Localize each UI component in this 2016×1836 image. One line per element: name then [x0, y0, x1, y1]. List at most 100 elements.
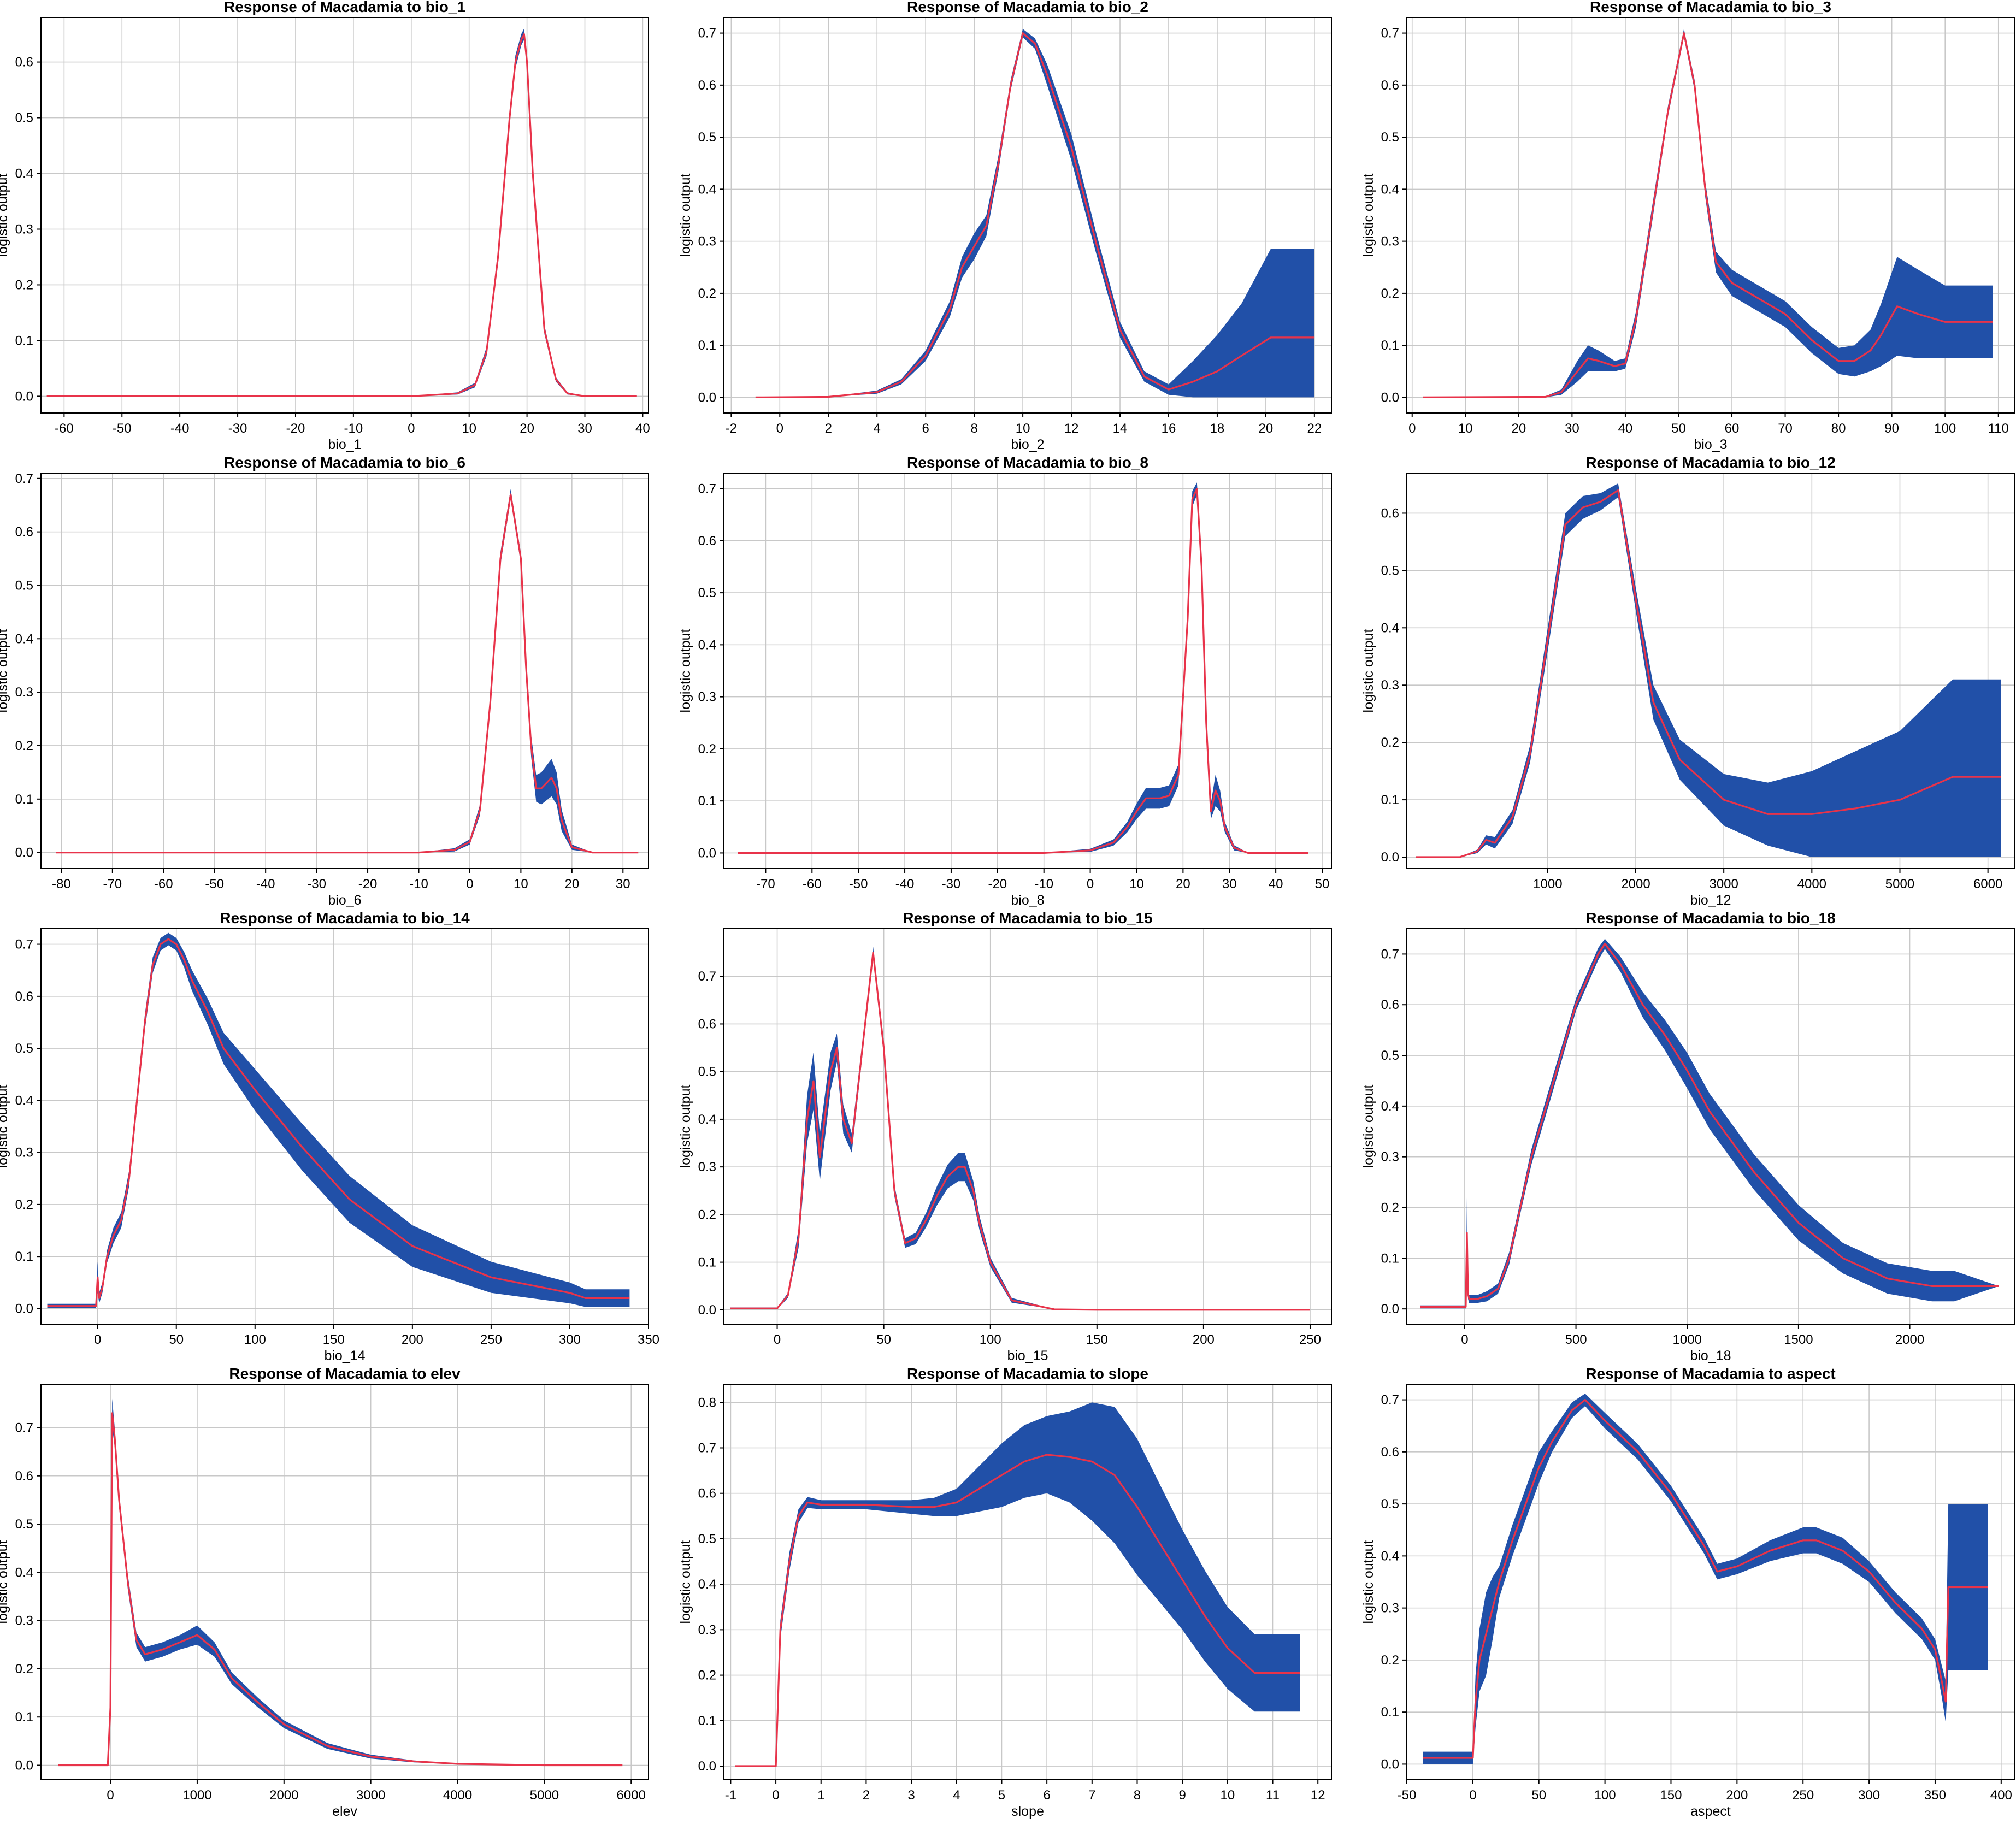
y-axis-label: logistic output: [678, 174, 693, 257]
x-tick-label: 8: [1134, 1788, 1141, 1803]
x-axis-label: bio_18: [1690, 1348, 1731, 1363]
y-tick-label: 0.7: [1381, 1393, 1399, 1408]
x-tick-label: 30: [1565, 421, 1579, 436]
x-tick-label: 12: [1311, 1788, 1325, 1803]
y-tick-label: 0.3: [15, 1614, 33, 1628]
chart-svg: 0 1000 2000 3000 4000 5000 6000 0.0 0.1 0.2 0.3 0.4…: [0, 1365, 649, 1819]
y-tick-label: 0.2: [15, 278, 33, 292]
x-tick-label: -30: [228, 421, 247, 436]
response-chart-bio-2: -2 0 2 4 6 8 10 12 14 16 18 20 22 0.0 0.1 0.2 0.3 0.4 0.5 0…: [678, 0, 1345, 469]
x-tick-label: 50: [1531, 1788, 1546, 1803]
x-tick-label: -10: [409, 877, 428, 892]
x-tick-label: 0: [408, 421, 415, 436]
y-tick-label: 0.7: [698, 482, 716, 497]
x-tick-label: -2: [726, 421, 737, 436]
chart-svg: -2 0 2 4 6 8 10 12 14 16 18 20 22 0.0 0.1 0.2 0.3 0.4 0.5 0…: [678, 0, 1332, 452]
response-chart-bio-6: -80 -70 -60 -50 -40 -30 -20 -10 0 10 20 30 0.0 0.1 0.2…: [0, 454, 662, 925]
x-tick-label: 150: [1660, 1788, 1682, 1803]
y-tick-label: 0.0: [698, 1303, 716, 1318]
y-tick-label: 0.4: [15, 1565, 33, 1580]
mean-response-line: [730, 951, 1310, 1311]
x-tick-label: 250: [480, 1332, 502, 1347]
y-tick-label: 0.6: [15, 1469, 33, 1484]
x-tick-label: 150: [323, 1332, 345, 1347]
y-tick-label: 0.5: [15, 1517, 33, 1532]
response-chart-bio-3: 0 10 20 30 40 50 60 70 80 90 100 110 0.0 0.1 0.2 0.3 0.4…: [1361, 0, 2016, 469]
y-tick-label: 0.2: [698, 1207, 716, 1222]
response-chart-bio-12: 1000 2000 3000 4000 5000 6000 0.0 0.1 0.2 0.3 0.4 0…: [1361, 454, 2016, 925]
mean-response-line: [735, 1454, 1300, 1767]
x-tick-label: 0: [772, 1788, 779, 1803]
response-chart-bio-1: -60 -50 -40 -30 -20 -10 0 10 20 30 40 0.0 0.1 0.2 0.3 0…: [0, 0, 662, 469]
response-chart-bio-15: 0 50 100 150 200 250 0.0 0.1 0.2 0.3 0.4 0.5 0.6 0.7 R…: [678, 910, 1345, 1380]
x-tick-label: 10: [1129, 877, 1144, 892]
y-axis-label: logistic output: [0, 1085, 10, 1168]
y-tick-label: 0.5: [1381, 1497, 1399, 1512]
x-tick-label: 10: [1220, 1788, 1235, 1803]
x-tick-label: -30: [942, 877, 961, 892]
y-axis-label: logistic output: [678, 629, 693, 713]
y-tick-label: 0.6: [1381, 506, 1399, 521]
y-tick-label: 0.4: [1381, 1099, 1399, 1114]
mean-response-line: [47, 938, 630, 1307]
plot-frame: [1406, 928, 2015, 1325]
y-tick-label: 0.6: [698, 534, 716, 548]
x-tick-label: 30: [1222, 877, 1237, 892]
y-tick-label: 0.7: [698, 26, 716, 41]
y-tick-label: 0.2: [698, 742, 716, 757]
x-tick-label: 8: [970, 421, 977, 436]
mean-response-line: [755, 32, 1314, 398]
x-tick-label: 300: [1858, 1788, 1880, 1803]
x-tick-label: -50: [1398, 1788, 1417, 1803]
x-tick-label: 4: [953, 1788, 960, 1803]
y-tick-label: 0.0: [1381, 1757, 1399, 1772]
x-tick-label: 5000: [530, 1788, 559, 1803]
x-tick-label: -10: [344, 421, 363, 436]
response-chart-bio-18: 0 500 1000 1500 2000 0.0 0.1 0.2 0.3 0.4 0.5 0.6 0.7…: [1361, 910, 2016, 1380]
x-tick-label: 0: [466, 877, 473, 892]
x-tick-label: -30: [307, 877, 326, 892]
chart-svg: -50 0 50 100 150 200 250 300 350 400 0.0 0.1 0.2 0.3 0…: [1361, 1365, 2015, 1819]
response-chart-elev: 0 1000 2000 3000 4000 5000 6000 0.0 0.1 0.2 0.3 0.4…: [0, 1365, 662, 1836]
x-tick-label: -1: [725, 1788, 736, 1803]
y-tick-label: 0.6: [698, 78, 716, 93]
y-tick-label: 0.4: [698, 1112, 716, 1127]
chart-svg: 0 500 1000 1500 2000 0.0 0.1 0.2 0.3 0.4 0.5 0.6 0.7…: [1361, 910, 2015, 1363]
plot-frame: [723, 473, 1332, 869]
y-tick-label: 0.4: [15, 1093, 33, 1108]
chart-svg: 0 10 20 30 40 50 60 70 80 90 100 110 0.0 0.1 0.2 0.3 0.4…: [1361, 0, 2015, 452]
confidence-band: [46, 28, 637, 397]
y-tick-label: 0.4: [1381, 621, 1399, 635]
x-tick-label: 500: [1565, 1332, 1587, 1347]
x-tick-label: 4: [874, 421, 881, 436]
x-axis-label: aspect: [1690, 1804, 1731, 1819]
x-axis-label: bio_1: [328, 437, 361, 452]
x-axis-label: bio_3: [1694, 437, 1727, 452]
x-tick-label: 16: [1162, 421, 1176, 436]
y-tick-label: 0.5: [1381, 130, 1399, 145]
x-tick-label: -60: [55, 421, 74, 436]
confidence-band: [738, 482, 1308, 853]
x-tick-label: 4000: [443, 1788, 472, 1803]
confidence-band: [735, 1402, 1300, 1766]
y-tick-label: 0.5: [1381, 563, 1399, 578]
x-tick-label: 2000: [1895, 1332, 1924, 1347]
chart-title: Response of Macadamia to bio_15: [903, 910, 1152, 926]
mean-response-line: [1423, 1399, 1988, 1759]
y-tick-label: 0.4: [15, 631, 33, 646]
x-tick-label: 4000: [1797, 877, 1826, 892]
y-tick-label: 0.1: [1381, 1705, 1399, 1720]
confidence-band: [1423, 1394, 1988, 1764]
x-tick-label: 6000: [1973, 877, 2002, 892]
plot-frame: [40, 473, 649, 869]
chart-title: Response of Macadamia to bio_1: [224, 0, 465, 15]
x-tick-label: 6: [922, 421, 929, 436]
x-tick-label: 3: [907, 1788, 915, 1803]
y-tick-label: 0.2: [15, 1197, 33, 1212]
y-tick-label: 0.3: [1381, 1601, 1399, 1616]
x-tick-label: 9: [1178, 1788, 1186, 1803]
x-tick-label: 20: [1511, 421, 1526, 436]
y-tick-label: 0.4: [698, 637, 716, 652]
chart-svg: -60 -50 -40 -30 -20 -10 0 10 20 30 40 0.0 0.1 0.2 0.3 0…: [0, 0, 650, 452]
